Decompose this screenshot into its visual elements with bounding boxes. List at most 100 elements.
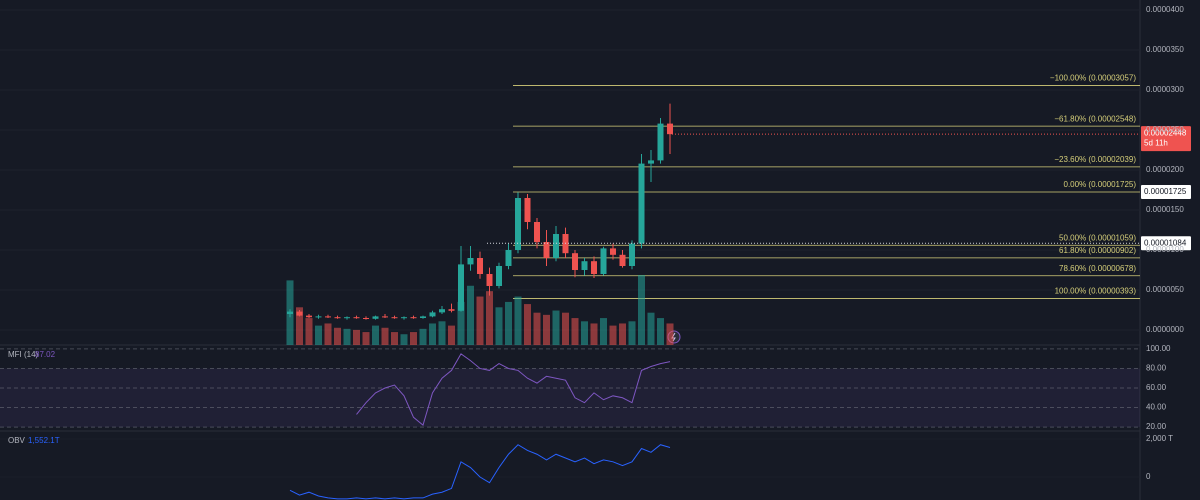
volume-bar <box>571 318 579 345</box>
volume-bar <box>324 323 332 345</box>
y-tick-label: 0.0000150 <box>1146 205 1184 214</box>
candle-body <box>315 316 322 318</box>
candle-body <box>372 316 379 319</box>
volume-bar <box>343 328 351 345</box>
mfi-pane <box>0 348 1140 428</box>
indicator-value: 87.02 <box>35 350 56 359</box>
y-tick-label: 0.0000200 <box>1146 165 1184 174</box>
volume-bar <box>372 325 379 345</box>
candle-body <box>619 254 626 266</box>
volume-bar <box>486 291 493 345</box>
fib-label: 61.80% (0.00000902) <box>1059 246 1136 255</box>
indicator-title: OBV <box>8 436 26 445</box>
volume-bar <box>381 327 389 345</box>
volume-bar <box>400 334 408 345</box>
volume-bar <box>410 332 417 345</box>
candle-body <box>638 163 645 244</box>
volume-bar <box>296 307 303 345</box>
volume-bar <box>448 325 455 345</box>
y-tick-label: 0.0000300 <box>1146 85 1184 94</box>
candle-body <box>467 258 474 265</box>
candle-body <box>296 311 303 316</box>
volume-bar <box>438 321 446 345</box>
candle-body <box>353 317 360 319</box>
fib-label: 100.00% (0.00000393) <box>1055 287 1137 296</box>
y-tick-label: 0.0000400 <box>1146 5 1184 14</box>
volume-bar <box>552 310 560 345</box>
candle-body <box>534 222 540 242</box>
volume-bar <box>657 318 664 345</box>
candle-body <box>391 317 398 319</box>
volume-bar <box>619 323 626 345</box>
volume-bar <box>429 323 436 345</box>
volume-bar <box>476 296 484 345</box>
volume-bar <box>419 328 427 345</box>
countdown: 5d 11h <box>1144 138 1168 147</box>
candle-body <box>667 123 673 135</box>
candle-body <box>334 317 341 319</box>
fib-label: −23.60% (0.00002039) <box>1054 155 1136 164</box>
last-price-label: 0.00002448 <box>1144 128 1187 137</box>
y-tick-label: 60.00 <box>1146 383 1167 392</box>
last-price-tag <box>1141 126 1191 152</box>
indicator-line <box>356 353 671 427</box>
candle-body <box>553 234 559 258</box>
fib-label: 0.00% (0.00001725) <box>1064 180 1137 189</box>
price-tag <box>1141 236 1191 251</box>
fib-label: 78.60% (0.00000678) <box>1059 264 1136 273</box>
volume-bar <box>666 323 674 345</box>
candle-body <box>600 248 607 274</box>
volume-bar <box>467 285 474 345</box>
volume-bar <box>543 314 550 345</box>
candle-body <box>629 243 635 266</box>
candle-body <box>382 316 388 318</box>
price-tag <box>1141 185 1191 199</box>
indicator-title: MFI (14) <box>8 350 39 359</box>
volume-bar <box>514 296 522 345</box>
y-tick-label: 20.00 <box>1146 422 1167 431</box>
y-tick-label: 2,000 T <box>1146 434 1173 443</box>
price-tag-label: 0.00001084 <box>1144 238 1187 247</box>
volume-bar <box>609 325 617 345</box>
fib-label: −61.80% (0.00002548) <box>1054 114 1136 123</box>
candle-body <box>496 266 502 286</box>
volume-bar <box>457 301 465 345</box>
y-tick-label: 0.0000050 <box>1146 285 1184 294</box>
y-tick-label: 40.00 <box>1146 403 1167 412</box>
candle-body <box>610 248 616 255</box>
volume-bar <box>647 312 655 345</box>
candle-body <box>420 316 426 318</box>
volume-bar <box>505 301 512 345</box>
volume-bar <box>562 312 569 345</box>
volume-bar <box>334 327 341 345</box>
candle-body <box>524 198 531 222</box>
candle-body <box>591 261 597 274</box>
y-tick-label: 0.0000000 <box>1146 325 1184 334</box>
candle-body <box>486 274 493 286</box>
volume-bar <box>628 321 636 345</box>
fib-label: −100.00% (0.00003057) <box>1050 74 1136 83</box>
volume-bar <box>362 332 370 345</box>
candle-body <box>401 317 407 319</box>
volume-bar <box>305 318 313 345</box>
candle-body <box>363 318 369 319</box>
fib-label: 50.00% (0.00001059) <box>1059 233 1136 242</box>
candle-body <box>505 250 512 266</box>
candle-body <box>543 242 550 258</box>
price-pane: −100.00% (0.00003057) −61.80% (0.00002548… <box>0 9 1140 345</box>
candle-body <box>287 311 293 314</box>
candle-body <box>657 123 664 161</box>
volume-bar <box>600 318 607 345</box>
volume-bar <box>495 307 503 345</box>
candle-body <box>306 315 312 318</box>
candle-body <box>477 258 483 274</box>
volume-bar <box>638 275 645 345</box>
candle-body <box>439 309 445 313</box>
candle-body <box>515 198 521 250</box>
volume-bar <box>315 325 322 345</box>
candle-body <box>581 261 588 270</box>
mfi-band <box>0 368 1140 428</box>
indicator-line <box>289 444 671 500</box>
